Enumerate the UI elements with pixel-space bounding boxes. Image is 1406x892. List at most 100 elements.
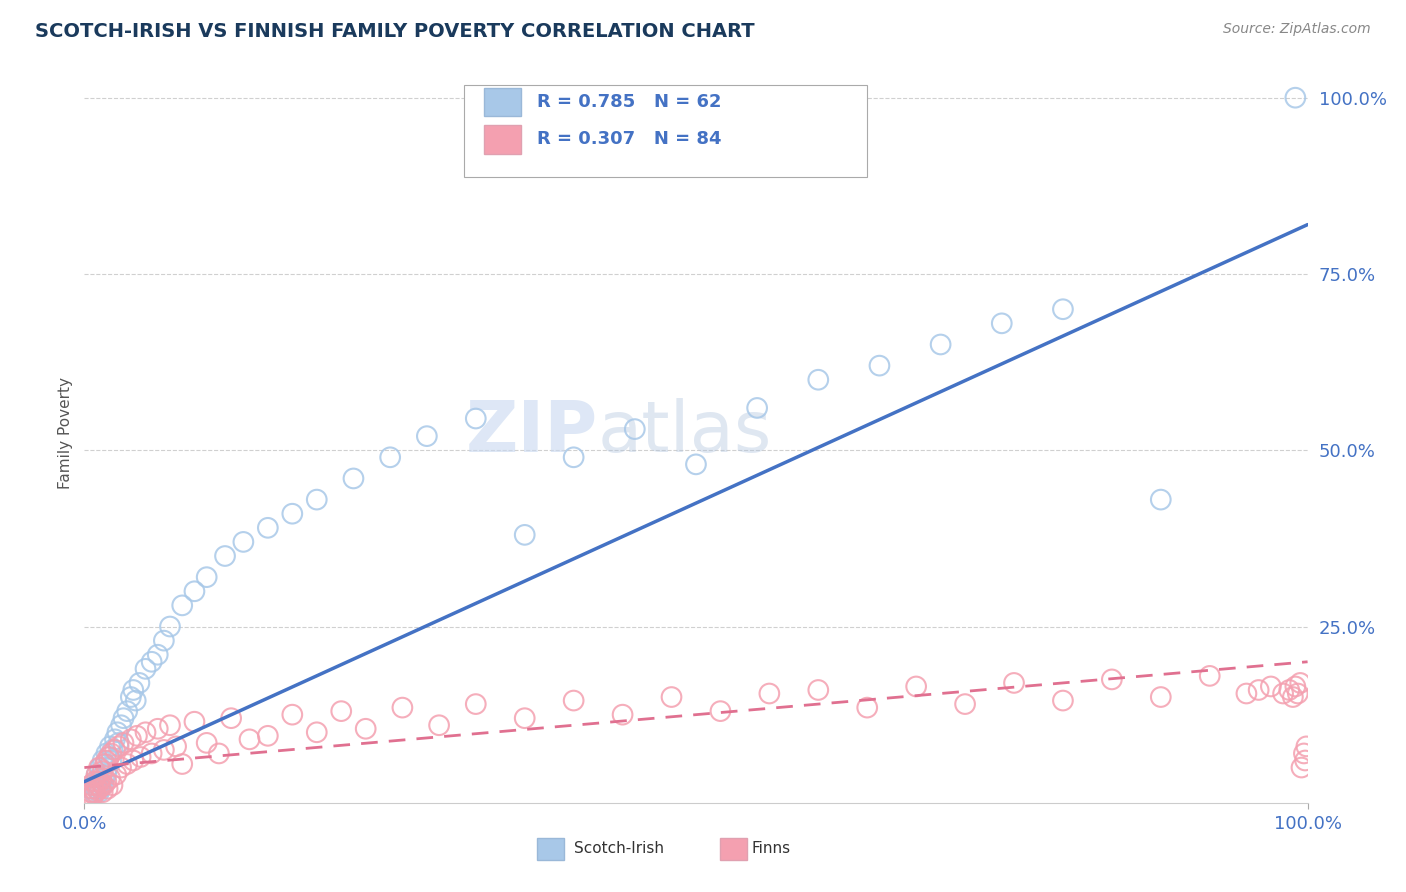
Point: [416, 429, 439, 443]
Point: [94, 757, 117, 772]
Point: [513, 711, 536, 725]
Point: [96, 767, 118, 781]
Point: [135, 725, 157, 739]
Point: [128, 676, 150, 690]
Point: [146, 648, 169, 662]
Point: [281, 707, 304, 722]
Point: [79, 781, 101, 796]
Point: [153, 743, 176, 757]
Point: [165, 739, 187, 754]
Point: [1278, 683, 1301, 698]
Point: [86, 778, 108, 792]
Point: [105, 767, 128, 781]
Point: [1294, 754, 1316, 768]
Point: [86, 781, 108, 796]
Point: [97, 750, 120, 764]
Point: [330, 704, 353, 718]
Point: [87, 771, 110, 785]
Point: [82, 778, 104, 792]
Point: [195, 736, 218, 750]
Point: [112, 736, 135, 750]
Point: [1291, 760, 1313, 774]
Point: [87, 774, 110, 789]
Point: [1289, 676, 1312, 690]
Point: [172, 757, 194, 772]
Bar: [484, 126, 522, 153]
Point: [82, 781, 104, 796]
Point: [1247, 683, 1270, 698]
Point: [100, 747, 122, 761]
Point: [513, 528, 536, 542]
Point: [257, 521, 280, 535]
Text: Scotch-Irish: Scotch-Irish: [574, 841, 664, 856]
Point: [953, 697, 976, 711]
Point: [97, 750, 120, 764]
Point: [89, 781, 111, 796]
Point: [87, 783, 110, 797]
Point: [98, 739, 121, 754]
Point: [97, 760, 120, 774]
Point: [122, 754, 145, 768]
Point: [1286, 686, 1309, 700]
Point: [105, 725, 128, 739]
Point: [146, 722, 169, 736]
Point: [87, 785, 110, 799]
Point: [1295, 739, 1317, 754]
Point: [94, 757, 117, 772]
Point: [257, 729, 280, 743]
Point: [464, 411, 486, 425]
FancyBboxPatch shape: [464, 85, 868, 178]
Point: [83, 774, 105, 789]
Point: [80, 789, 103, 803]
Point: [90, 774, 112, 789]
Bar: [484, 88, 522, 117]
Point: [624, 422, 647, 436]
Point: [807, 373, 830, 387]
Point: [83, 788, 105, 802]
Point: [79, 785, 101, 799]
Point: [1002, 676, 1025, 690]
Point: [380, 450, 402, 465]
Point: [905, 680, 928, 694]
Point: [183, 584, 205, 599]
Point: [685, 458, 707, 472]
Text: R = 0.307   N = 84: R = 0.307 N = 84: [537, 130, 721, 148]
Point: [214, 549, 236, 563]
Point: [305, 492, 328, 507]
Text: Finns: Finns: [751, 841, 790, 856]
Point: [101, 743, 124, 757]
Point: [93, 778, 115, 792]
Point: [91, 764, 114, 778]
Point: [747, 401, 769, 415]
Point: [96, 774, 118, 789]
Point: [84, 774, 107, 789]
Point: [104, 732, 127, 747]
Text: Source: ZipAtlas.com: Source: ZipAtlas.com: [1223, 22, 1371, 37]
Point: [89, 780, 111, 795]
Point: [342, 471, 364, 485]
Point: [159, 718, 181, 732]
Point: [107, 736, 129, 750]
Point: [1282, 690, 1305, 704]
Point: [195, 570, 218, 584]
Text: R = 0.785   N = 62: R = 0.785 N = 62: [537, 94, 721, 112]
Point: [89, 760, 111, 774]
Point: [93, 771, 115, 785]
Point: [77, 789, 100, 803]
Bar: [537, 838, 564, 860]
Point: [1052, 302, 1074, 317]
Point: [1052, 693, 1074, 707]
Point: [100, 754, 122, 768]
Point: [929, 337, 952, 351]
Point: [1284, 680, 1306, 694]
Point: [141, 747, 163, 761]
Point: [709, 704, 731, 718]
Point: [120, 732, 142, 747]
Point: [1101, 673, 1123, 687]
Point: [1292, 747, 1315, 761]
Point: [807, 683, 830, 698]
Point: [1150, 492, 1173, 507]
Point: [122, 683, 145, 698]
Point: [120, 690, 142, 704]
Point: [141, 655, 163, 669]
